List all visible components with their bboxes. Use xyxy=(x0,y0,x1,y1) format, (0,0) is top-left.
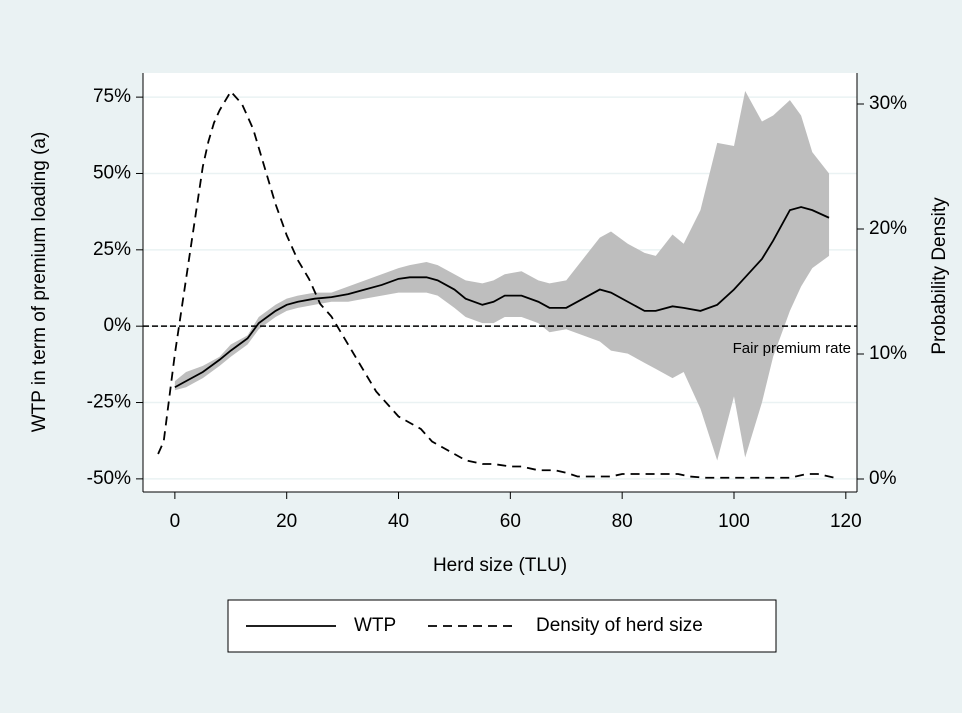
x-tick-label: 20 xyxy=(276,511,297,532)
x-tick-label: 100 xyxy=(718,511,750,532)
y-tick-label: 75% xyxy=(93,86,131,107)
y-axis-label: WTP in term of premium loading (a) xyxy=(29,132,50,433)
confidence-band xyxy=(174,91,830,461)
y2-tick-label: 10% xyxy=(869,343,907,364)
y-tick-label: -25% xyxy=(87,392,131,413)
series-line xyxy=(157,89,835,479)
y2-tick-label: 20% xyxy=(869,218,907,239)
y2-axis-label: Probability Density xyxy=(929,197,950,355)
y-tick-label: -50% xyxy=(87,468,131,489)
y2-tick-label: 30% xyxy=(869,93,907,114)
series-line xyxy=(174,206,830,389)
legend-label: Density of herd size xyxy=(536,615,703,636)
x-tick-label: 0 xyxy=(170,511,181,532)
plot-content: Fair premium rate xyxy=(143,89,857,479)
y-tick-label: 0% xyxy=(104,315,132,336)
legend-label: WTP xyxy=(354,615,396,636)
y2-tick-label: 0% xyxy=(869,468,897,489)
y-tick-label: 50% xyxy=(93,162,131,183)
y-tick-label: 25% xyxy=(93,239,131,260)
x-tick-label: 80 xyxy=(612,511,633,532)
reference-label: Fair premium rate xyxy=(733,340,851,357)
x-tick-label: 60 xyxy=(500,511,521,532)
x-axis-label: Herd size (TLU) xyxy=(433,555,567,576)
x-tick-label: 40 xyxy=(388,511,409,532)
x-tick-label: 120 xyxy=(830,511,862,532)
